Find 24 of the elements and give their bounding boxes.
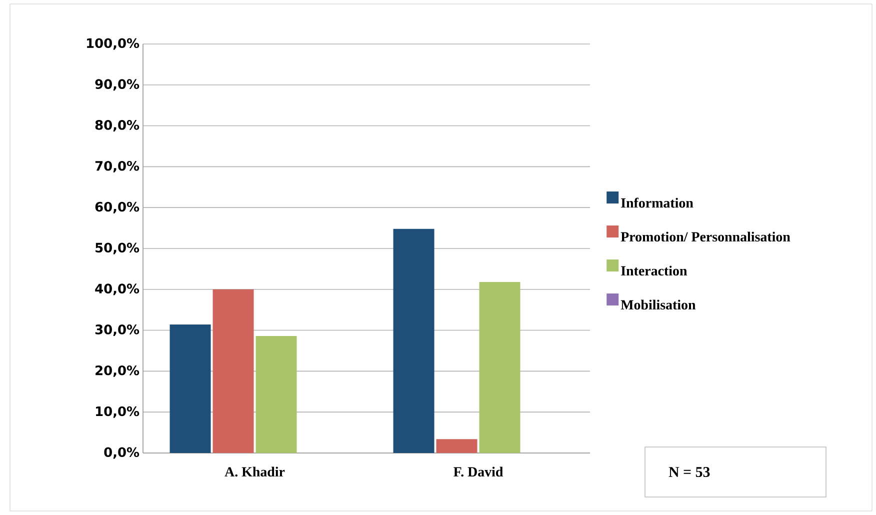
y-tick-label: 10,0% [96,406,140,418]
legend-label: Promotion/ Personnalisation [620,232,790,242]
y-tick-label: 70,0% [95,160,140,172]
bar [393,228,434,453]
bar [170,324,211,453]
y-tick-label: 0,0% [104,447,140,459]
y-tick-label: 100,0% [87,38,140,50]
y-tick-label: 50,0% [96,242,140,254]
x-tick-label: A. Khadir [224,466,285,477]
bar [212,289,254,453]
legend-label: Interaction [621,266,688,276]
text: N = 53 [668,466,710,477]
y-tick-label: 60,0% [95,202,140,214]
x-tick-label: F. David [454,466,504,477]
bar [256,336,297,453]
y-tick-label: 40,0% [95,284,140,296]
y-tick-label: 30,0% [95,324,140,336]
bar [479,282,520,453]
bar [436,439,478,453]
legend-label: Mobilisation [620,300,696,310]
y-tick-label: 20,0% [96,365,140,377]
y-tick-label: 90,0% [95,79,140,91]
legend-label: Information [621,198,694,208]
y-tick-label: 80,0% [95,120,140,132]
